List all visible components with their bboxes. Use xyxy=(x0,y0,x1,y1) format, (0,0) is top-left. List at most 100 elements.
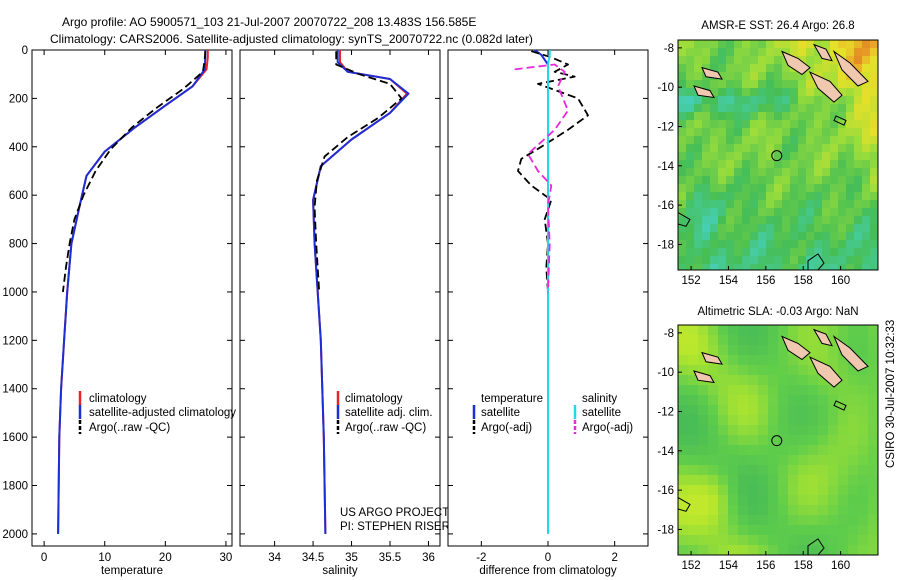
sla-heat-cell xyxy=(848,505,859,516)
legend-label-sal-satellite: satellite xyxy=(582,407,621,419)
sst-heat-cell xyxy=(790,264,799,270)
sst-heat-cell xyxy=(710,208,719,217)
sst-heat-cell xyxy=(822,152,831,161)
sst-heat-cell xyxy=(742,232,751,241)
sst-heat-cell xyxy=(838,160,847,169)
sst-heat-cell xyxy=(870,192,878,201)
sla-heat-cell xyxy=(768,505,779,516)
sst-heat-cell xyxy=(686,248,695,257)
sst-heat-cell xyxy=(694,64,703,73)
legend-header-temperature: temperature xyxy=(481,393,543,405)
sst-heat-cell xyxy=(830,40,839,49)
sst-heat-cell xyxy=(718,64,727,73)
sst-heat-cell xyxy=(694,120,703,129)
temperature-ticks: 0 10 20 30 0 200 400 600 800 1000 1200 1400 1600 1800… xyxy=(2,45,232,564)
sla-heat-cell xyxy=(708,485,719,496)
sst-heat-cell xyxy=(734,136,743,145)
sla-heat-cell xyxy=(728,355,739,366)
sla-heat-cell xyxy=(828,445,839,456)
sst-heat-cell xyxy=(710,144,719,153)
sla-heat-cell xyxy=(858,325,869,336)
sst-heat-cell xyxy=(710,160,719,169)
sla-heat-cell xyxy=(828,495,839,506)
sst-heat-cell xyxy=(710,104,719,113)
sst-heat-cell xyxy=(862,136,871,145)
sst-heat-cell xyxy=(862,248,871,257)
sst-heat-cell xyxy=(846,200,855,209)
sst-heat-cell xyxy=(774,104,783,113)
sst-heat-cell xyxy=(678,208,687,217)
difference-series-temperature-argo-adj- xyxy=(517,50,589,293)
sla-heat-cell xyxy=(728,385,739,396)
sst-heat-cell xyxy=(814,40,823,49)
sst-heat-cell xyxy=(774,40,783,49)
sla-heat-cell xyxy=(728,335,739,346)
temperature-xtick-label: 10 xyxy=(98,552,111,564)
sla-heat-cell xyxy=(708,385,719,396)
sst-heat-cell xyxy=(734,224,743,233)
sst-heat-cell xyxy=(702,216,711,225)
sla-heat-cell xyxy=(758,415,769,426)
sst-heat-cell xyxy=(766,216,775,225)
sst-heat-cell xyxy=(854,152,863,161)
sla-heat-cell xyxy=(738,355,749,366)
sla-heat-cell xyxy=(738,415,749,426)
sla-heat-cell xyxy=(728,535,739,546)
sst-heat-cell xyxy=(822,240,831,249)
sla-heat-cell xyxy=(818,415,829,426)
sla-heat-cell xyxy=(838,425,849,436)
sst-heat-cell xyxy=(678,264,687,270)
sst-heat-cell xyxy=(710,64,719,73)
sst-heat-cell xyxy=(758,128,767,137)
sst-heat-cell xyxy=(678,136,687,145)
sst-heat-cell xyxy=(758,184,767,193)
sst-heat-cell xyxy=(806,40,815,49)
sst-heat-cell xyxy=(766,64,775,73)
sla-heat-cell xyxy=(848,545,859,555)
sla-heat-cell xyxy=(708,395,719,406)
sla-heat-cell xyxy=(718,495,729,506)
sla-coastline-shape xyxy=(832,335,869,372)
sla-heat-cell xyxy=(698,455,709,466)
sst-heat-cell xyxy=(862,256,871,265)
sla-heat-cell xyxy=(718,365,729,376)
sst-heat-cell xyxy=(806,144,815,153)
sst-title: AMSR-E SST: 26.4 Argo: 26.8 xyxy=(701,20,854,32)
sla-heat-cell xyxy=(688,445,699,456)
sla-heat-cell xyxy=(748,535,759,546)
sst-heat-cell xyxy=(710,216,719,225)
sst-heat-cell xyxy=(718,112,727,121)
sla-heat-cell xyxy=(678,545,689,555)
sst-xtick-label: 154 xyxy=(719,275,739,287)
sst-heat-cell xyxy=(782,80,791,89)
sla-heat-cell xyxy=(688,495,699,506)
sla-heat-cell xyxy=(818,515,829,526)
sst-heat-cell xyxy=(846,48,855,57)
sst-heat-cell xyxy=(742,192,751,201)
sst-ytick-label: -12 xyxy=(657,121,674,133)
sla-heat-cell xyxy=(838,475,849,486)
sst-heat-cell xyxy=(870,144,878,153)
sla-heat-cell xyxy=(868,525,878,536)
sst-heat-cell xyxy=(686,104,695,113)
sla-heat-cell xyxy=(738,365,749,376)
sla-heat-cell xyxy=(708,325,719,336)
sla-heat-cell xyxy=(698,365,709,376)
sst-heat-cell xyxy=(862,64,871,73)
sst-ytick-label: -8 xyxy=(664,43,674,55)
sst-heat-cell xyxy=(758,200,767,209)
sst-heat-cell xyxy=(782,144,791,153)
sst-heat-cell xyxy=(822,176,831,185)
sst-heat-cell xyxy=(686,192,695,201)
sst-heat-cell xyxy=(726,64,735,73)
sst-coastline-shape xyxy=(833,115,847,126)
sla-heat-cell xyxy=(748,475,759,486)
sla-heat-cell xyxy=(738,445,749,456)
sst-heat-cell xyxy=(750,72,759,81)
sla-heat-cell xyxy=(788,375,799,386)
sla-heat-cell xyxy=(838,505,849,516)
sst-heat-cell xyxy=(782,160,791,169)
sla-heat-cell xyxy=(798,455,809,466)
sst-heat-cell xyxy=(806,176,815,185)
sst-heat-cell xyxy=(686,56,695,65)
